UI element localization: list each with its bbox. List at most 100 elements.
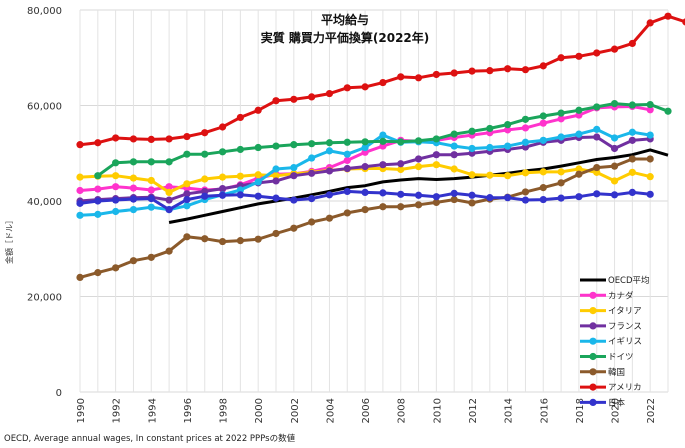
data-point: [183, 132, 191, 141]
legend-label: カナダ: [608, 290, 634, 301]
data-point: [290, 196, 298, 204]
data-point: [343, 164, 351, 173]
data-point: [593, 125, 601, 133]
data-point: [504, 172, 512, 180]
data-point: [593, 190, 601, 198]
data-point: [379, 137, 387, 145]
data-point: [414, 191, 423, 199]
data-point: [610, 144, 619, 153]
data-point: [432, 135, 440, 143]
data-point: [94, 210, 102, 218]
data-point: [112, 159, 120, 167]
data-point: [290, 163, 298, 172]
y-tick-label: 20,000: [27, 293, 62, 304]
legend-label: ドイツ: [608, 353, 634, 363]
data-point: [165, 247, 173, 255]
data-point: [610, 134, 619, 142]
data-point: [432, 193, 440, 201]
data-point: [539, 62, 547, 70]
data-point: [450, 142, 458, 150]
data-point: [236, 237, 244, 245]
data-point: [414, 201, 423, 209]
data-point: [129, 158, 138, 166]
data-point: [343, 138, 351, 146]
data-point: [379, 203, 387, 211]
data-point: [254, 178, 262, 186]
data-point: [539, 119, 547, 127]
data-point: [201, 192, 209, 200]
data-point: [504, 65, 512, 73]
data-point: [361, 163, 369, 171]
data-point: [593, 163, 601, 172]
data-point: [628, 168, 636, 176]
data-point: [343, 150, 351, 158]
data-point: [504, 142, 512, 150]
y-tick-label: 0: [56, 388, 62, 399]
data-point: [325, 89, 334, 98]
data-point: [486, 143, 494, 152]
legend-label: アメリカ: [608, 383, 642, 393]
data-point: [183, 190, 191, 198]
data-point: [218, 148, 227, 156]
series-line: [168, 148, 669, 224]
data-point: [76, 141, 84, 149]
data-point: [183, 180, 191, 188]
legend-marker: [589, 368, 597, 376]
data-point: [76, 199, 84, 207]
data-point: [557, 179, 565, 187]
x-tick-label: 1994: [147, 398, 158, 423]
legend-label: イタリア: [608, 307, 642, 317]
data-point: [628, 101, 636, 109]
data-point: [290, 141, 298, 149]
data-point: [147, 195, 155, 203]
data-point: [361, 138, 369, 146]
data-point: [361, 188, 369, 197]
data-point: [646, 155, 654, 163]
data-point: [610, 99, 619, 108]
data-point: [432, 151, 440, 159]
legend-label: イギリス: [608, 337, 642, 347]
data-point: [147, 135, 155, 144]
x-tick-label: 2014: [504, 398, 515, 423]
x-tick-label: 2002: [290, 398, 301, 423]
data-point: [254, 235, 262, 243]
legend-marker: [589, 352, 597, 361]
data-point: [94, 269, 102, 277]
data-point: [468, 67, 476, 75]
data-point: [521, 169, 530, 177]
data-point: [325, 139, 334, 147]
data-point: [272, 142, 280, 150]
x-tick-label: 1998: [219, 398, 230, 423]
x-tick-label: 2010: [432, 398, 443, 423]
data-point: [557, 54, 565, 62]
data-point: [593, 103, 601, 111]
data-point: [343, 187, 351, 196]
data-point: [94, 197, 102, 205]
data-point: [646, 131, 654, 139]
data-point: [432, 198, 440, 207]
data-point: [129, 257, 138, 265]
data-point: [201, 175, 209, 183]
data-point: [450, 151, 458, 159]
data-point: [521, 66, 530, 74]
data-point: [361, 83, 369, 91]
legend-marker: [589, 322, 597, 330]
x-tick-label: 2020: [611, 398, 622, 423]
data-point: [397, 165, 405, 174]
data-point: [254, 192, 262, 200]
data-point: [272, 172, 280, 180]
data-point: [575, 193, 583, 201]
data-point: [521, 138, 530, 146]
data-point: [593, 49, 601, 57]
data-point: [147, 186, 155, 194]
data-point: [610, 45, 619, 53]
data-point: [236, 145, 244, 154]
data-point: [539, 136, 547, 144]
data-point: [76, 273, 84, 281]
data-point: [468, 191, 476, 199]
source-note: OECD, Average annual wages, In constant …: [4, 433, 296, 444]
data-point: [539, 184, 547, 192]
data-point: [129, 135, 138, 143]
data-point: [183, 202, 191, 210]
data-point: [201, 235, 209, 243]
